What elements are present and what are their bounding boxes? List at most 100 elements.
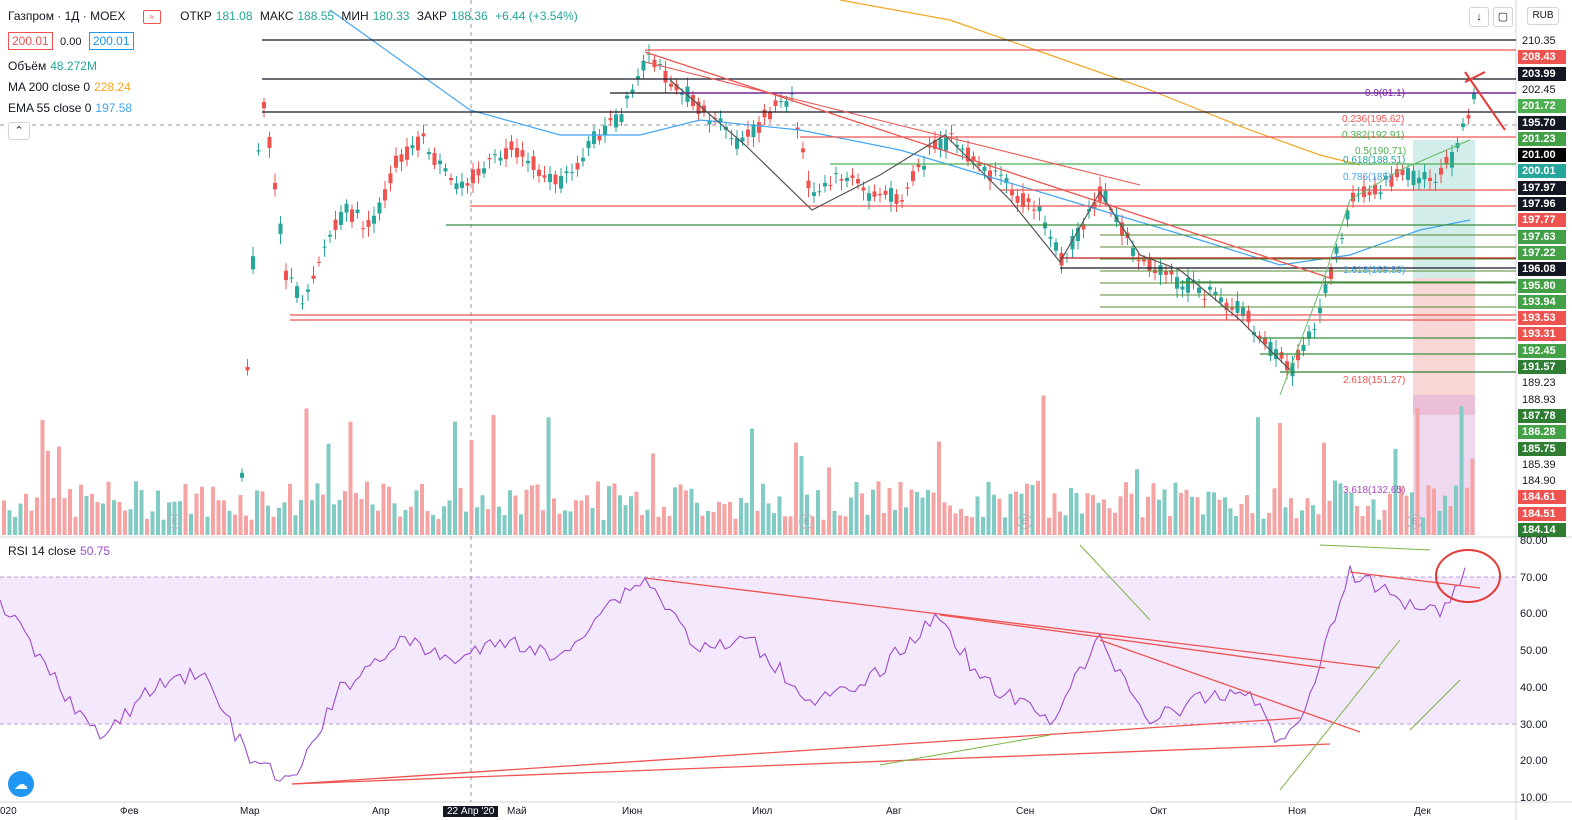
rsi-green-line bbox=[1319, 544, 1431, 551]
candle-body bbox=[388, 173, 393, 184]
volume-bar bbox=[326, 443, 331, 535]
ema-legend[interactable]: EMA 55 close 0 197.58 bbox=[8, 100, 136, 116]
candle-body bbox=[839, 179, 844, 181]
candle-body bbox=[911, 171, 915, 182]
candle-body bbox=[1131, 248, 1135, 256]
volume-bar bbox=[728, 501, 732, 535]
earnings-marker-icon[interactable]: E bbox=[1017, 514, 1032, 529]
currency-button[interactable]: RUB bbox=[1527, 7, 1559, 25]
candle-body bbox=[1004, 178, 1009, 184]
volume-bar bbox=[387, 486, 391, 535]
price-axis-label: 185.39 bbox=[1522, 458, 1556, 471]
volume-bar bbox=[480, 495, 485, 535]
fib-level-label: 1.618(169.89) bbox=[1343, 265, 1406, 276]
volume-bar bbox=[871, 489, 875, 535]
volume-bar bbox=[1228, 508, 1233, 535]
candle-body bbox=[1048, 236, 1053, 239]
candle-body bbox=[823, 182, 827, 187]
candle-body bbox=[652, 59, 657, 68]
candle-body bbox=[317, 261, 321, 263]
volume-bar bbox=[1448, 506, 1453, 535]
volume-bar bbox=[189, 513, 193, 535]
volume-bar bbox=[216, 500, 221, 535]
candle-body bbox=[1444, 156, 1449, 164]
candle-body bbox=[311, 275, 316, 279]
candle-body bbox=[597, 135, 602, 141]
volume-bar bbox=[475, 507, 479, 535]
candle-body bbox=[817, 191, 822, 193]
candle-body bbox=[394, 155, 398, 168]
price-axis-label: 193.94 bbox=[1518, 294, 1566, 309]
volume-bar bbox=[1030, 485, 1035, 535]
rsi-trend-line bbox=[1349, 571, 1481, 589]
candle-body bbox=[922, 165, 926, 170]
ma-legend[interactable]: MA 200 close 0 228.24 bbox=[8, 79, 135, 95]
candle-body bbox=[564, 171, 569, 174]
candle-body bbox=[355, 209, 360, 214]
maximize-button[interactable]: ▢ bbox=[1493, 7, 1513, 27]
time-axis-label: Фев bbox=[120, 806, 139, 817]
volume-bar bbox=[1432, 488, 1436, 535]
rsi-legend[interactable]: RSI 14 close 50.75 bbox=[8, 543, 114, 559]
price-axis-label: 186.28 bbox=[1518, 425, 1566, 440]
price-axis-label: 193.53 bbox=[1518, 311, 1566, 326]
volume-bar bbox=[832, 510, 837, 535]
volume-bar bbox=[1206, 491, 1211, 535]
candle-body bbox=[1076, 227, 1080, 241]
volume-bar bbox=[1063, 515, 1068, 535]
rsi-value: 50.75 bbox=[80, 544, 111, 558]
volume-bar bbox=[1036, 480, 1040, 535]
candle-body bbox=[625, 95, 629, 99]
rsi-axis-label: 40.00 bbox=[1520, 681, 1548, 694]
candle-body bbox=[284, 270, 288, 281]
candle-body bbox=[955, 144, 959, 147]
volume-bar bbox=[370, 504, 375, 535]
volume-bar bbox=[684, 490, 688, 535]
volume-bar bbox=[117, 501, 122, 535]
candle-body bbox=[669, 83, 673, 87]
volume-bar bbox=[1261, 518, 1266, 535]
candle-body bbox=[449, 177, 453, 181]
volume-bar bbox=[200, 486, 204, 535]
fib-level-label: 2.618(151.27) bbox=[1343, 375, 1406, 386]
candle-body bbox=[570, 172, 574, 174]
volume-bar bbox=[585, 495, 589, 535]
candle-body bbox=[1026, 198, 1031, 203]
volume-bar bbox=[1129, 493, 1134, 535]
volume-bar bbox=[2, 500, 6, 535]
compare-icon[interactable]: ≈ bbox=[142, 10, 161, 24]
scroll-down-button[interactable]: ↓ bbox=[1469, 7, 1489, 27]
earnings-marker-icon[interactable]: E bbox=[1407, 514, 1422, 529]
volume-bar bbox=[931, 492, 936, 535]
candle-body bbox=[251, 256, 255, 270]
candle-body bbox=[828, 184, 833, 186]
volume-bar bbox=[409, 506, 413, 535]
volume-bar bbox=[1388, 493, 1392, 535]
rsi-green-line bbox=[1279, 639, 1401, 791]
candle-body bbox=[295, 286, 299, 298]
candle-body bbox=[1461, 123, 1465, 128]
symbol-title[interactable]: Газпром · 1Д · MOEX bbox=[8, 9, 126, 23]
tradingview-logo-icon[interactable]: ☁ bbox=[8, 771, 34, 797]
candle-body bbox=[581, 157, 585, 162]
candle-body bbox=[1186, 277, 1190, 293]
volume-bar bbox=[1223, 497, 1227, 535]
volume-bar bbox=[1052, 493, 1057, 535]
candle-body bbox=[1428, 177, 1432, 181]
volume-bar bbox=[365, 481, 369, 535]
volume-bar bbox=[788, 516, 793, 535]
price-axis-label: 184.61 bbox=[1518, 490, 1566, 505]
volume-bar bbox=[260, 491, 265, 535]
volume-bar bbox=[937, 441, 941, 535]
volume-bar bbox=[1327, 500, 1332, 535]
candle-body bbox=[1389, 174, 1394, 187]
earnings-marker-icon[interactable]: E bbox=[167, 514, 182, 529]
collapse-legend-button[interactable]: ⌃ bbox=[8, 122, 30, 140]
volume-legend[interactable]: Объём 48.272M bbox=[8, 58, 101, 74]
candle-body bbox=[740, 137, 745, 142]
bid-box[interactable]: 200.01 bbox=[8, 32, 53, 50]
ask-box[interactable]: 200.01 bbox=[88, 32, 134, 50]
volume-bar bbox=[915, 491, 919, 535]
earnings-marker-icon[interactable]: E bbox=[799, 514, 814, 529]
